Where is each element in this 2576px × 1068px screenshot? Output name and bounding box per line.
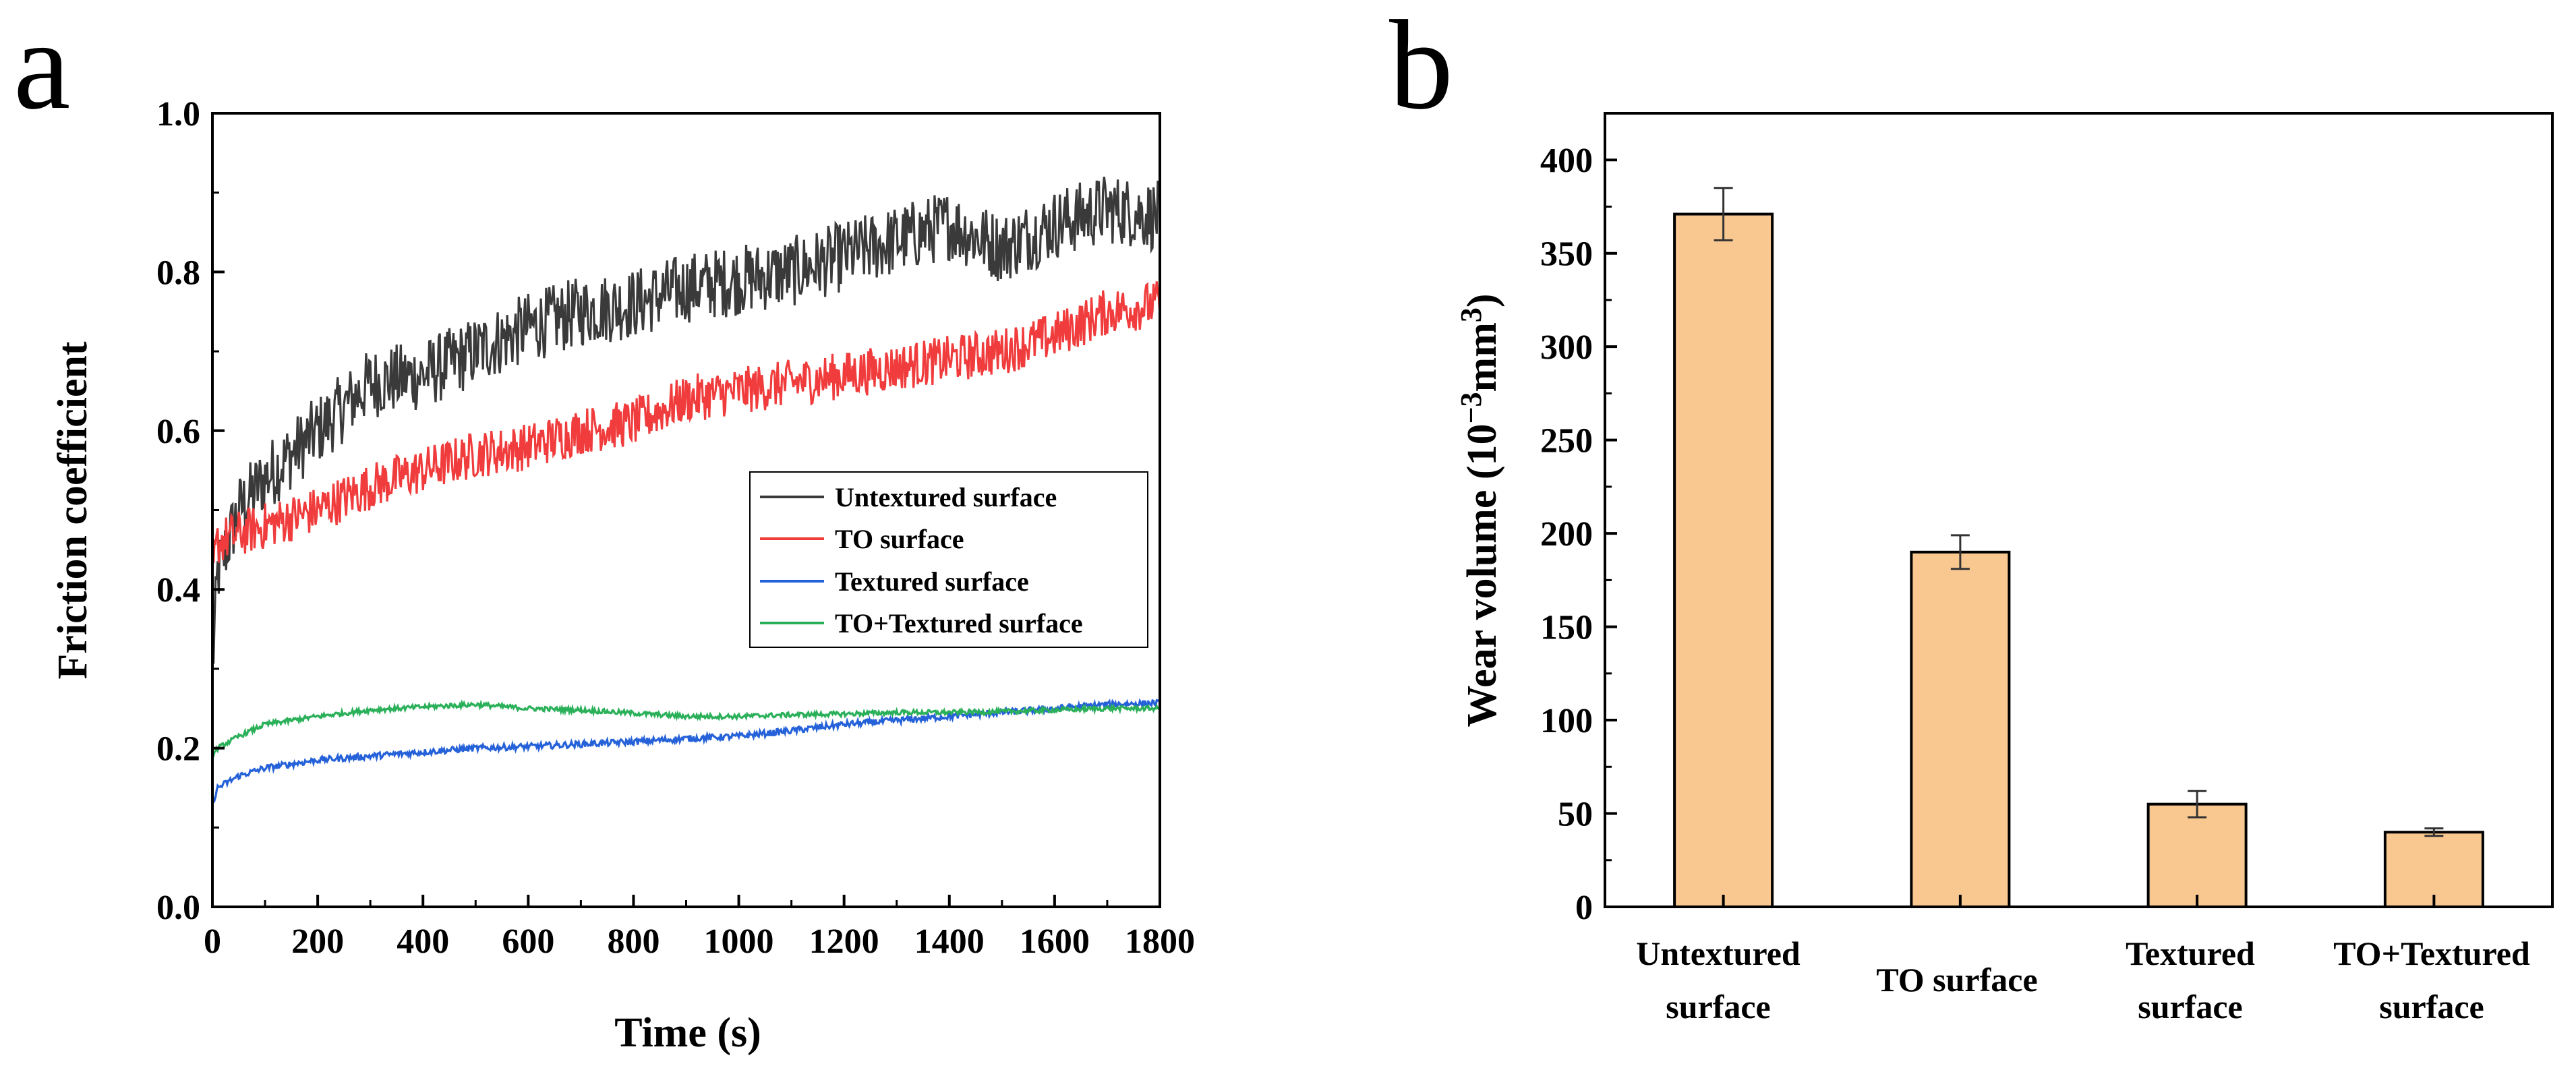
wear-y-axis-title: Wear volume (10−3mm3) [1455, 293, 1505, 727]
x-tick-label: 1200 [809, 922, 879, 961]
x-tick-label: 1000 [704, 922, 774, 961]
friction-series-group [212, 176, 1160, 907]
legend-item-to: TO surface [760, 524, 964, 554]
x-tick-label: 800 [607, 922, 660, 961]
y-tick-label: 300 [1540, 328, 1593, 367]
y-tick-label: 400 [1540, 142, 1593, 180]
wear-category-labels: Untextured surface TO surface Textured s… [1636, 934, 2530, 1026]
legend-item-untextured: Untextured surface [760, 482, 1057, 512]
legend-label-untextured: Untextured surface [835, 482, 1057, 512]
x-tick-label: 600 [502, 922, 554, 961]
legend-item-to-textured: TO+Textured surface [760, 608, 1083, 639]
y-tick-label: 0.0 [156, 889, 200, 927]
friction-y-ticks: 0.0 0.2 0.4 0.6 0.8 1.0 [156, 95, 225, 927]
x-tick-label: 400 [397, 922, 449, 961]
cat-label-to-textured-line1: TO+Textured [2333, 934, 2530, 972]
friction-x-axis-title: Time (s) [614, 1010, 761, 1056]
wear-x-ticks [1722, 895, 2436, 907]
series-line-2 [212, 281, 1160, 907]
panel-b: b 0 50 100 150 200 250 300 350 400 Untextured su… [1389, 0, 2554, 1026]
series-line-4 [212, 699, 1160, 907]
cat-label-untextured-line1: Untextured [1636, 934, 1801, 972]
bar-3 [2146, 802, 2248, 909]
friction-y-axis-title: Friction coefficient [50, 341, 96, 679]
x-tick-label: 1800 [1125, 922, 1195, 961]
legend-label-textured: Textured surface [835, 566, 1029, 597]
x-tick-label: 200 [291, 922, 344, 961]
y-tick-label: 1.0 [156, 95, 200, 134]
y-tick-label: 100 [1540, 702, 1593, 740]
cat-label-untextured-line2: surface [1666, 988, 1771, 1026]
y-tick-label: 0.2 [156, 730, 200, 769]
bar-1 [1673, 212, 1774, 909]
y-tick-label: 200 [1540, 515, 1593, 554]
y-tick-label: 150 [1540, 609, 1593, 647]
legend-box [749, 471, 1148, 648]
wear-bars-group [1673, 187, 2484, 909]
y-tick-label: 350 [1540, 235, 1593, 274]
wear-y-ticks: 0 50 100 150 200 250 300 350 400 [1540, 142, 1617, 927]
series-line-3 [212, 698, 1160, 907]
cat-label-to-textured-line2: surface [2379, 988, 2484, 1026]
y-tick-label: 0.6 [156, 413, 200, 451]
legend-item-textured: Textured surface [760, 566, 1029, 597]
y-tick-label: 0.8 [156, 254, 200, 292]
x-tick-label: 1600 [1020, 922, 1090, 961]
bar-2 [1910, 550, 2011, 908]
friction-x-ticks: 0 200 400 600 800 1000 1200 1400 1600 1800 [204, 895, 1195, 961]
series-line-1 [212, 176, 1160, 907]
panel-b-letter: b [1389, 0, 1453, 136]
y-tick-label: 250 [1540, 422, 1593, 461]
legend-label-to: TO surface [835, 524, 964, 554]
friction-chart: 0 200 400 600 800 1000 1200 1400 1600 1800 0.0 0.2… [50, 95, 1195, 1056]
wear-plot-frame [1604, 112, 2554, 908]
cat-label-to: TO surface [1876, 961, 2037, 999]
x-tick-label: 1400 [914, 922, 985, 961]
x-tick-label: 0 [204, 922, 221, 961]
friction-legend: Untextured surface TO surface Textured s… [749, 471, 1148, 648]
panel-a: a 0 200 400 600 800 1000 1200 1400 1600 1800 0.00… [13, 0, 1195, 1056]
legend-label-to-textured: TO+Textured surface [835, 608, 1083, 639]
y-tick-label: 50 [1558, 796, 1593, 834]
cat-label-textured-line1: Textured [2126, 934, 2255, 972]
y-tick-label: 0 [1575, 889, 1593, 927]
cat-label-textured-line2: surface [2138, 988, 2243, 1026]
wear-volume-chart: 0 50 100 150 200 250 300 350 400 Untextured surf… [1455, 112, 2554, 1026]
bar-4 [2383, 831, 2484, 908]
panel-a-letter: a [13, 0, 70, 136]
y-tick-label: 0.4 [156, 571, 200, 610]
